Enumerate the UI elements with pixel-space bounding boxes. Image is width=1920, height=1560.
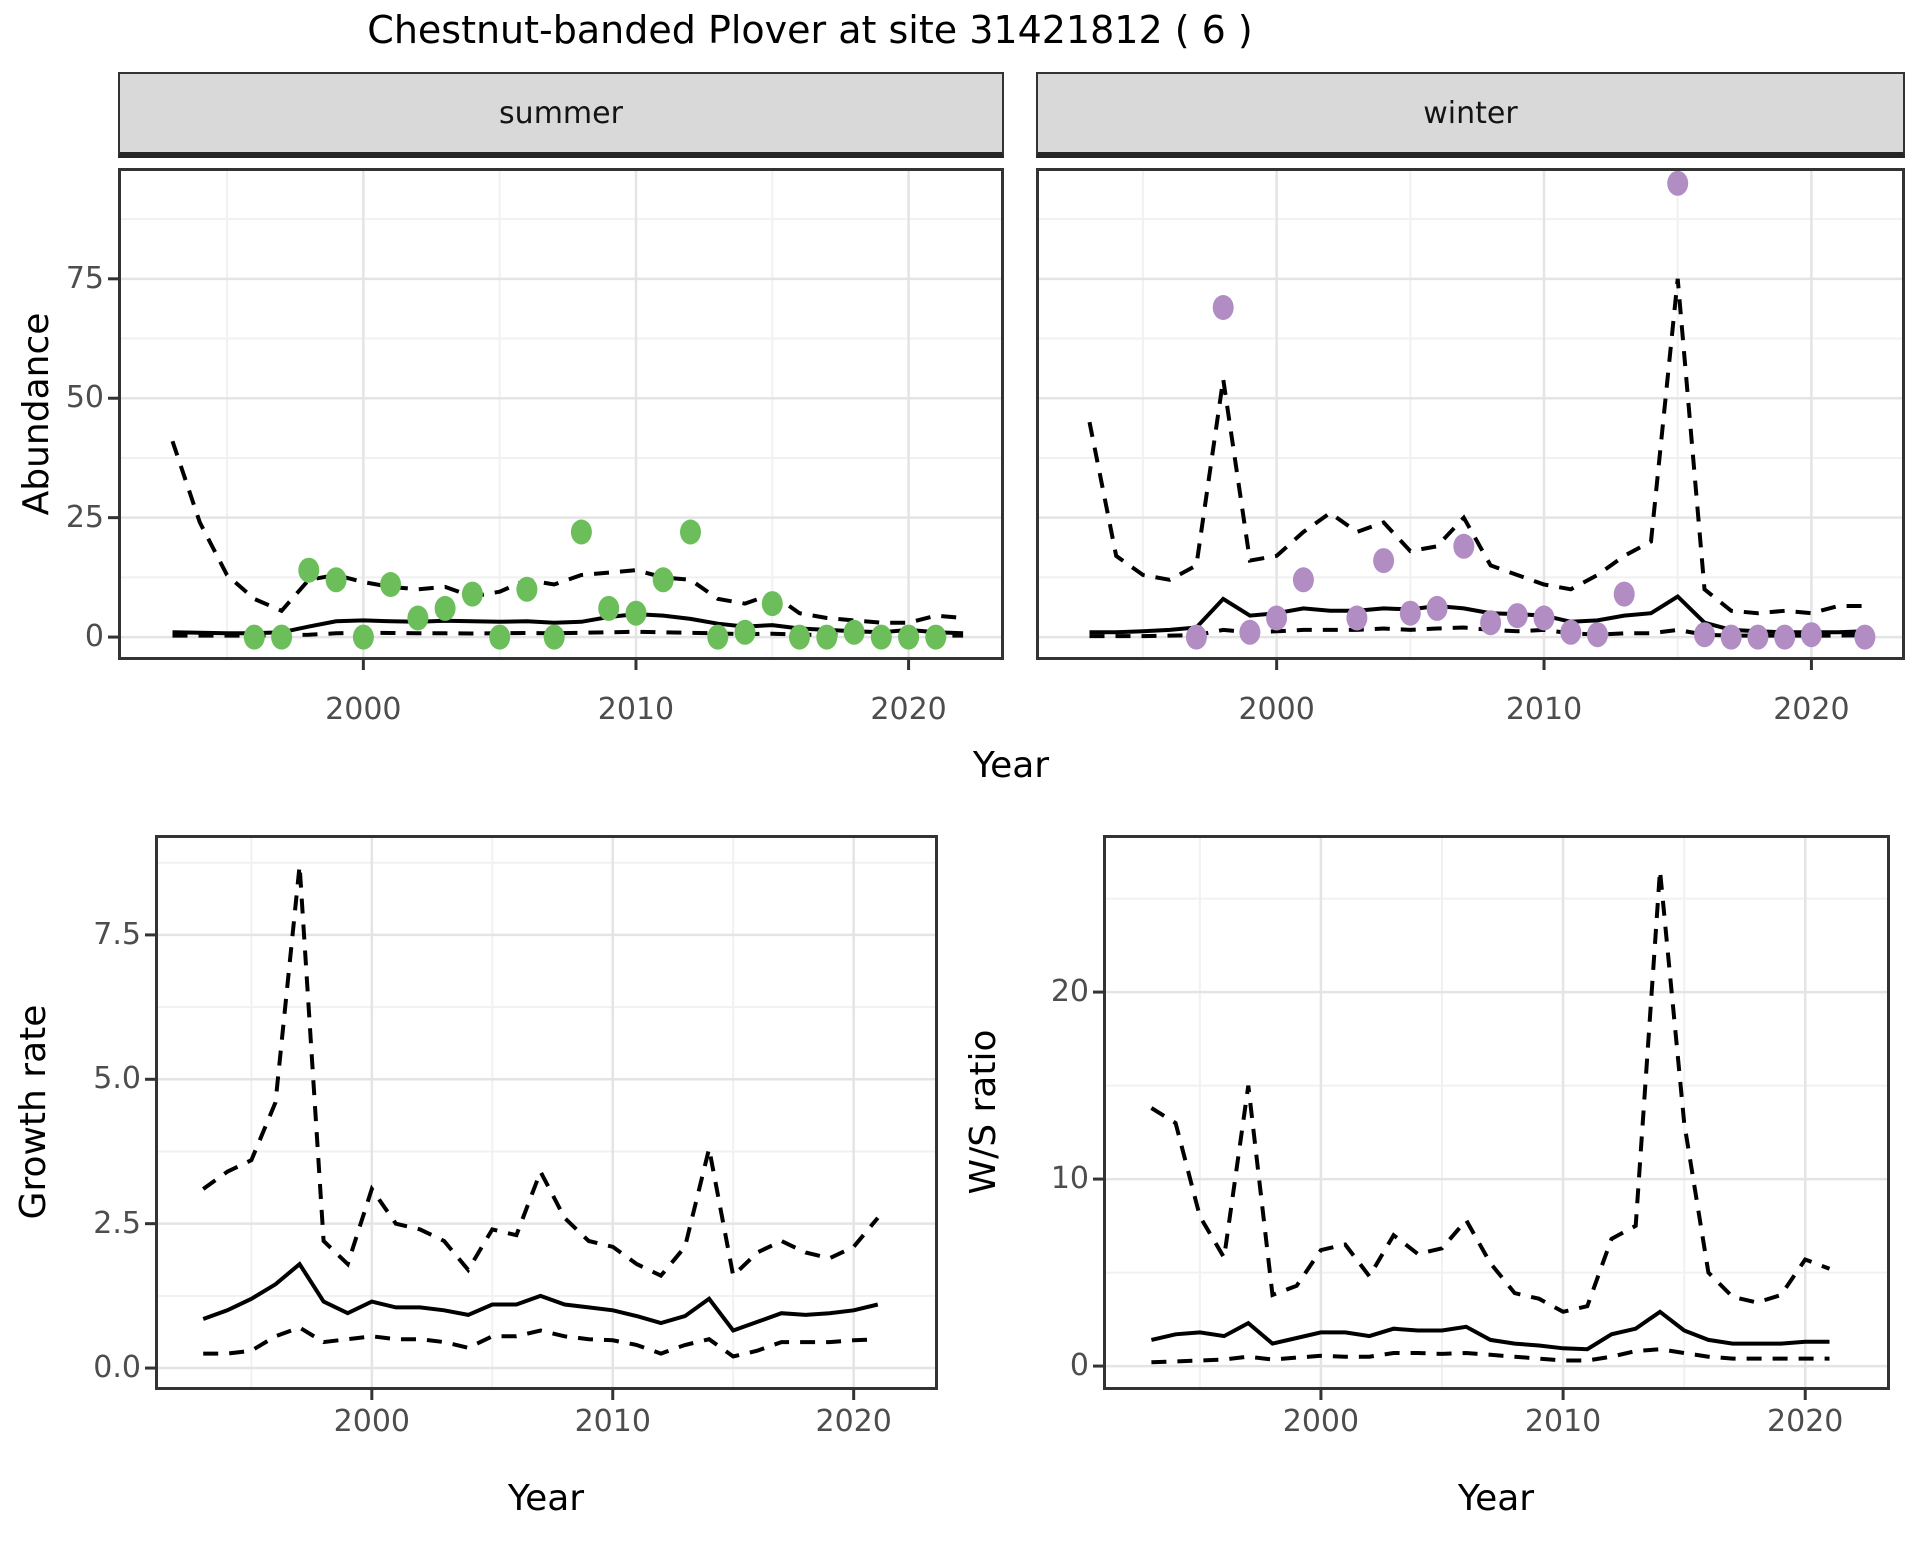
x-tick-label: 2000 <box>333 1404 410 1439</box>
top-year-axis-title: Year <box>972 745 1050 786</box>
x-tick-label: 2010 <box>597 692 675 727</box>
y-tick-label: 2.5 <box>93 1205 141 1241</box>
x-tick-label: 2020 <box>1773 692 1850 727</box>
y-tick-label: 20 <box>1050 974 1089 1010</box>
summer-abundance-plot <box>108 168 1004 670</box>
page-title: Chestnut-banded Plover at site 31421812 … <box>367 8 1253 52</box>
x-tick-label: 2010 <box>1505 692 1583 727</box>
y-tick-label: 0 <box>1069 1348 1089 1384</box>
growth-year-axis-title: Year <box>507 1478 585 1519</box>
y-tick-label: 50 <box>65 380 104 416</box>
y-tick-label: 0 <box>84 619 104 655</box>
x-tick-label: 2000 <box>1238 692 1315 727</box>
ws-year-axis-title: Year <box>1457 1478 1535 1519</box>
x-tick-label: 2020 <box>870 692 947 727</box>
x-tick-label: 2010 <box>1524 1404 1602 1439</box>
x-tick-label: 2020 <box>815 1404 892 1439</box>
ws-ratio-plot <box>1093 835 1890 1400</box>
facet-strip-summer: summer <box>118 72 1004 158</box>
x-tick-label: 2010 <box>574 1404 651 1439</box>
facet-strip-winter-label: winter <box>1423 95 1518 131</box>
y-tick-label: 0.0 <box>93 1350 141 1386</box>
y-tick-label: 10 <box>1050 1161 1089 1197</box>
facet-strip-summer-label: summer <box>499 95 623 131</box>
ws-ratio-axis-title: W/S ratio <box>963 1029 1004 1195</box>
x-tick-label: 2000 <box>325 692 402 727</box>
y-tick-label: 7.5 <box>93 916 141 952</box>
x-tick-label: 2000 <box>1282 1404 1360 1439</box>
y-tick-label: 75 <box>65 260 104 296</box>
growth-rate-plot <box>145 835 938 1400</box>
winter-abundance-plot <box>1036 168 1905 670</box>
y-tick-label: 5.0 <box>93 1061 141 1097</box>
facet-strip-winter: winter <box>1036 72 1905 158</box>
x-tick-label: 2020 <box>1767 1404 1844 1439</box>
y-tick-label: 25 <box>65 499 104 535</box>
